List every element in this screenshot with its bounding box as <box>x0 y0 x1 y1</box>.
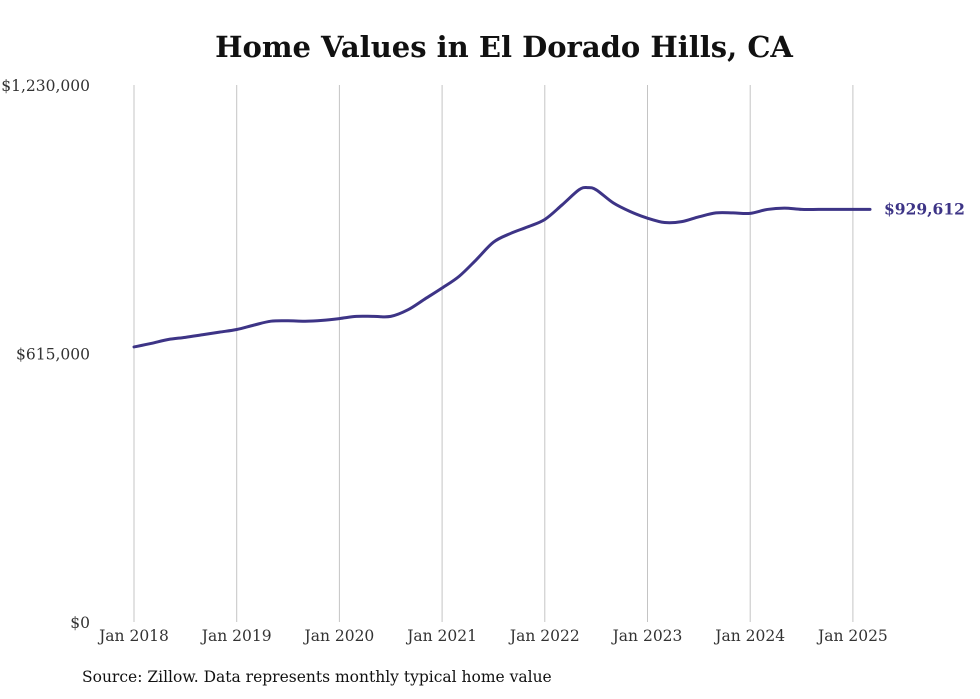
end-value-label: $929,612 <box>884 199 965 218</box>
chart-grid <box>133 85 854 622</box>
source-note: Source: Zillow. Data represents monthly … <box>82 668 552 686</box>
x-axis: Jan 2018 Jan 2019 Jan 2020 Jan 2021 Jan 2022… <box>97 627 888 645</box>
series-line <box>132 186 872 349</box>
chart-title: Home Values in El Dorado Hills, CA <box>215 30 793 64</box>
x-tick-label: Jan 2019 <box>200 627 272 645</box>
x-tick-label: Jan 2025 <box>816 627 888 645</box>
x-tick-label: Jan 2021 <box>405 627 477 645</box>
x-tick-label: Jan 2023 <box>611 627 683 645</box>
y-tick-label: $1,230,000 <box>1 77 90 95</box>
x-tick-label: Jan 2018 <box>97 627 169 645</box>
y-tick-label: $615,000 <box>16 346 90 364</box>
x-tick-label: Jan 2020 <box>302 627 374 645</box>
x-tick-label: Jan 2024 <box>713 627 785 645</box>
y-tick-label: $0 <box>70 614 90 632</box>
x-tick-label: Jan 2022 <box>508 627 580 645</box>
y-axis: $0 $615,000 $1,230,000 <box>1 77 90 632</box>
